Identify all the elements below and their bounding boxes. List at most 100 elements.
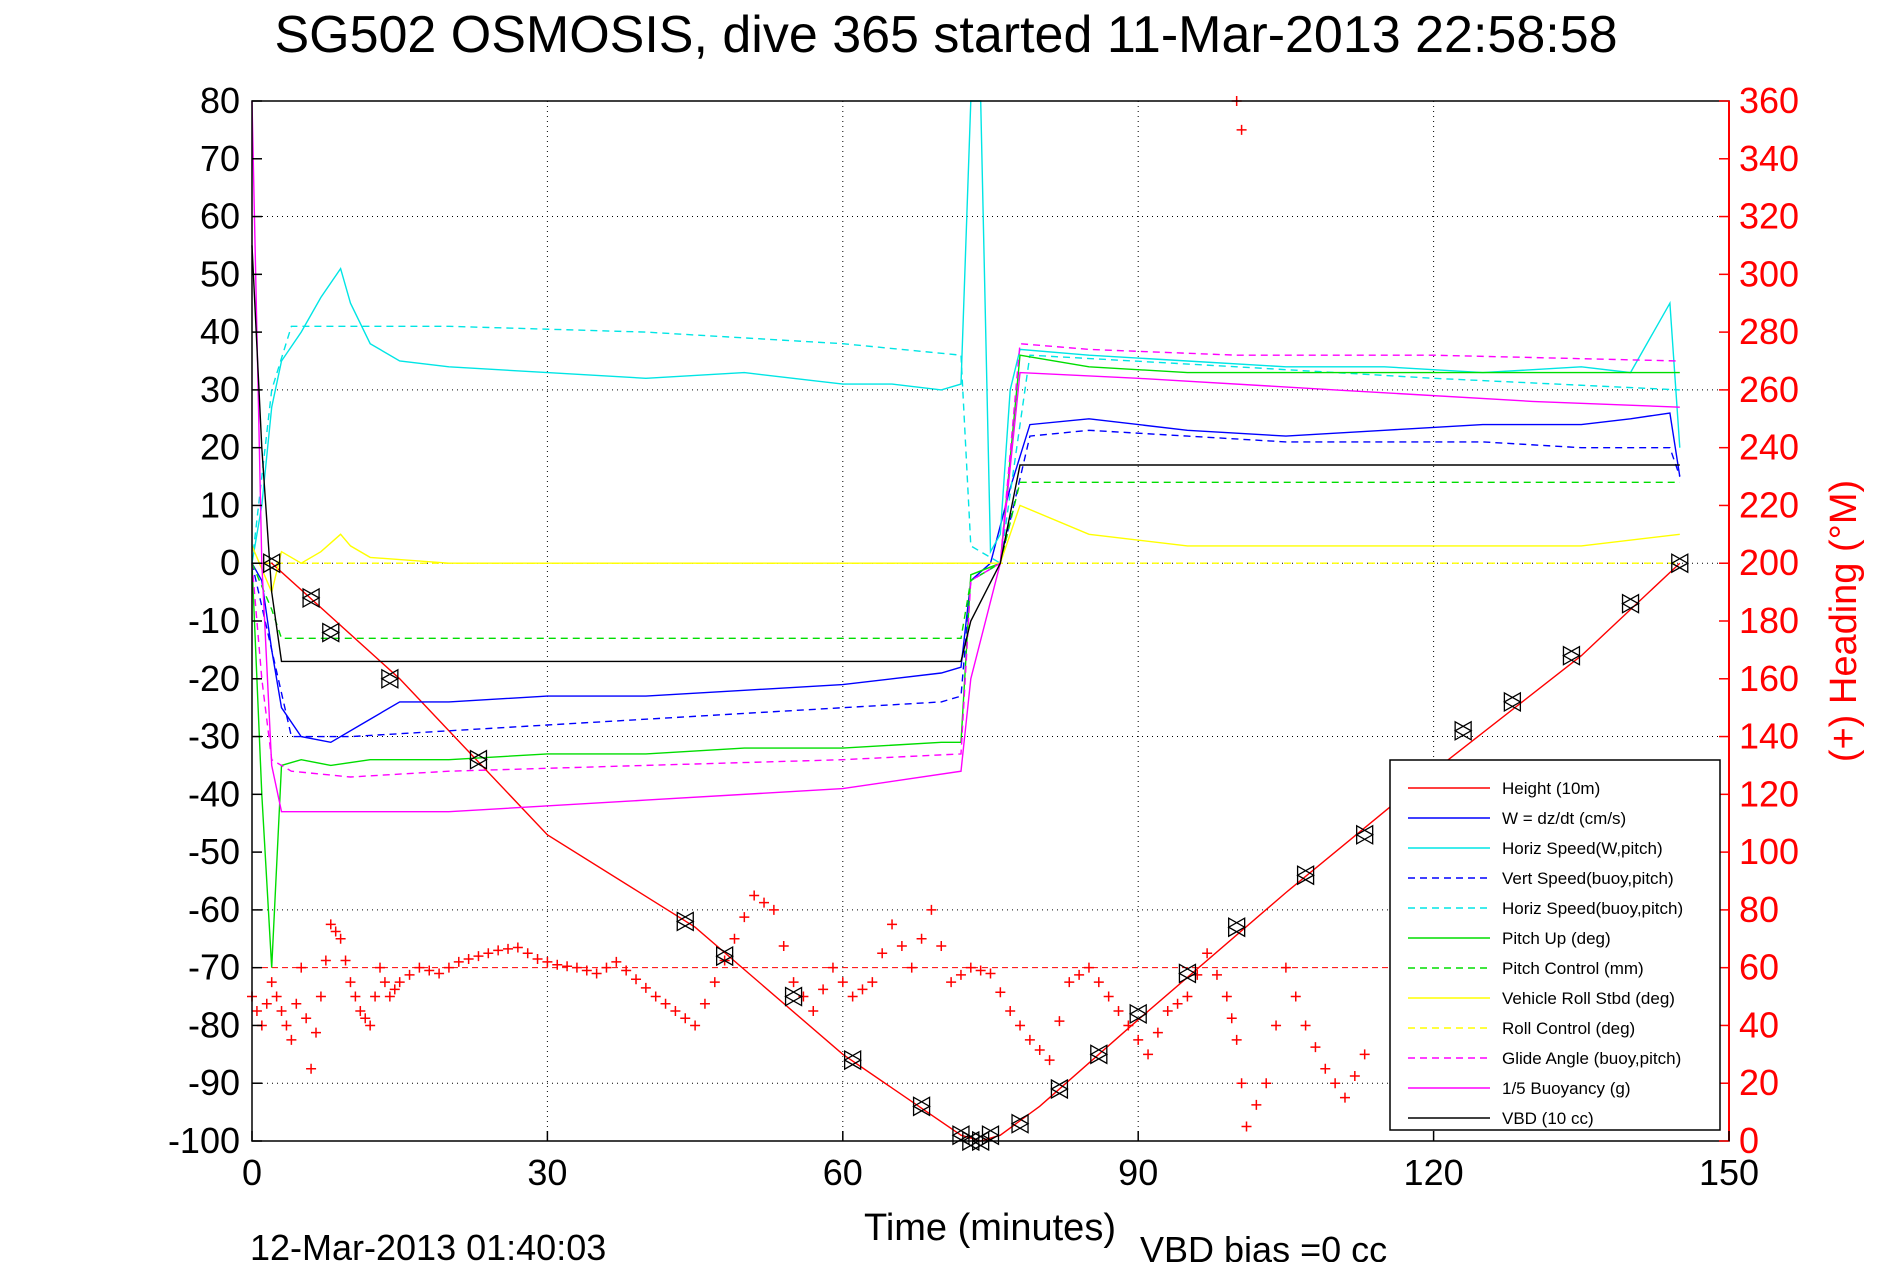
right-tick-label: 100: [1739, 831, 1799, 872]
depth-marker-left: [784, 986, 803, 1007]
y-tick-label: 0: [220, 542, 240, 583]
depth-marker-left: [1128, 1003, 1147, 1025]
depth-marker-left: [469, 749, 488, 770]
heading-point: [340, 955, 351, 966]
heading-point: [837, 977, 848, 988]
y-tick-label: -90: [188, 1062, 240, 1103]
right-tick-label: 120: [1739, 773, 1799, 814]
heading-point: [798, 991, 809, 1002]
heading-point: [1083, 962, 1094, 973]
y-tick-label: -100: [168, 1120, 240, 1161]
heading-point: [906, 962, 917, 973]
y-tick-label: 20: [200, 427, 240, 468]
heading-point: [1330, 1078, 1341, 1089]
left-axis: 80 70 60 50 40 30 20 10 0 -10 -20 -30 -40 -50 -60 -70 -8…: [168, 80, 262, 1161]
heading-point: [660, 998, 671, 1009]
heading-point: [384, 991, 395, 1002]
right-tick-label: 40: [1739, 1004, 1779, 1045]
heading-point: [877, 948, 888, 959]
heading-point: [768, 904, 779, 915]
heading-point: [1113, 1006, 1124, 1016]
heading-point: [291, 998, 302, 1009]
y-tick-label: -70: [188, 947, 240, 988]
heading-point: [1034, 1045, 1045, 1055]
heading-point: [1241, 1121, 1252, 1132]
legend-label-2: Horiz Speed(W,pitch): [1502, 839, 1663, 858]
heading-point: [503, 943, 514, 954]
heading-point: [389, 984, 400, 995]
heading-point: [946, 977, 957, 988]
series-line-5: [251, 354, 1680, 968]
depth-marker-left: [912, 1096, 931, 1117]
heading-point: [542, 956, 553, 967]
heading-point: [1280, 962, 1291, 973]
y-tick-label: -40: [188, 773, 240, 814]
heading-point: [394, 977, 405, 988]
heading-point: [306, 1063, 317, 1074]
heading-point: [896, 941, 907, 951]
legend: Height (10m) W = dz/dt (cm/s) Horiz Speed(…: [1389, 759, 1721, 1131]
heading-point: [552, 959, 563, 970]
legend-label-3: Vert Speed(buoy,pitch): [1502, 869, 1674, 888]
heading-point: [739, 912, 750, 923]
series-layer: [251, 100, 1681, 1142]
depth-marker-left: [1089, 1044, 1108, 1065]
heading-point: [355, 1006, 366, 1016]
heading-point: [315, 991, 326, 1002]
right-axis-label: (+) Heading (°M): [1823, 480, 1865, 762]
heading-point: [985, 968, 996, 979]
heading-point: [1349, 1071, 1360, 1081]
heading-point: [330, 926, 341, 937]
series-line-1: [251, 412, 1681, 744]
heading-point: [591, 968, 602, 979]
heading-point: [335, 933, 346, 944]
heading-point: [709, 977, 720, 988]
heading-point: [778, 941, 789, 951]
heading-point: [1172, 998, 1183, 1009]
heading-point: [1211, 969, 1222, 980]
right-axis: 3603403203002802602402202001801601401201…: [1719, 80, 1799, 1161]
heading-point: [463, 954, 474, 964]
heading-point: [818, 984, 829, 995]
heading-point: [522, 948, 533, 959]
heading-point: [276, 1006, 287, 1016]
heading-point: [286, 1034, 297, 1045]
heading-point: [1015, 1020, 1026, 1031]
legend-label-1: W = dz/dt (cm/s): [1502, 809, 1626, 828]
heading-point: [1236, 1078, 1247, 1089]
right-tick-label: 200: [1739, 542, 1799, 583]
heading-point: [571, 962, 582, 973]
right-tick-label: 160: [1739, 658, 1799, 699]
heading-point: [345, 977, 356, 988]
legend-label-11: VBD (10 cc): [1502, 1109, 1594, 1128]
heading-point: [1300, 1020, 1311, 1031]
heading-point: [827, 962, 838, 973]
right-tick-label: 300: [1739, 253, 1799, 294]
x-tick-label: 150: [1699, 1152, 1759, 1193]
heading-point: [1226, 1013, 1237, 1024]
heading-point: [404, 969, 415, 980]
y-tick-label: 30: [200, 369, 240, 410]
heading-point: [1133, 1034, 1144, 1045]
depth-marker-left: [1296, 865, 1315, 886]
y-tick-label: -10: [188, 600, 240, 641]
heading-point: [975, 965, 986, 976]
heading-point: [370, 991, 381, 1002]
series-line-10: [251, 100, 1680, 813]
series-line-11: [251, 245, 1680, 663]
heading-point: [512, 942, 523, 953]
heading-point: [379, 977, 390, 988]
heading-point: [936, 941, 947, 951]
series-line-9: [251, 342, 1680, 778]
x-tick-label: 60: [823, 1152, 863, 1193]
x-tick-label: 120: [1404, 1152, 1464, 1193]
right-tick-label: 260: [1739, 369, 1799, 410]
depth-marker-left: [1227, 917, 1246, 938]
legend-label-9: Glide Angle (buoy,pitch): [1502, 1049, 1681, 1068]
legend-box: [1389, 759, 1721, 1131]
heading-point: [296, 962, 307, 973]
series-line-2: [251, 100, 1681, 564]
heading-point: [926, 904, 937, 915]
legend-label-5: Pitch Up (deg): [1502, 929, 1611, 948]
right-tick-label: 220: [1739, 484, 1799, 525]
